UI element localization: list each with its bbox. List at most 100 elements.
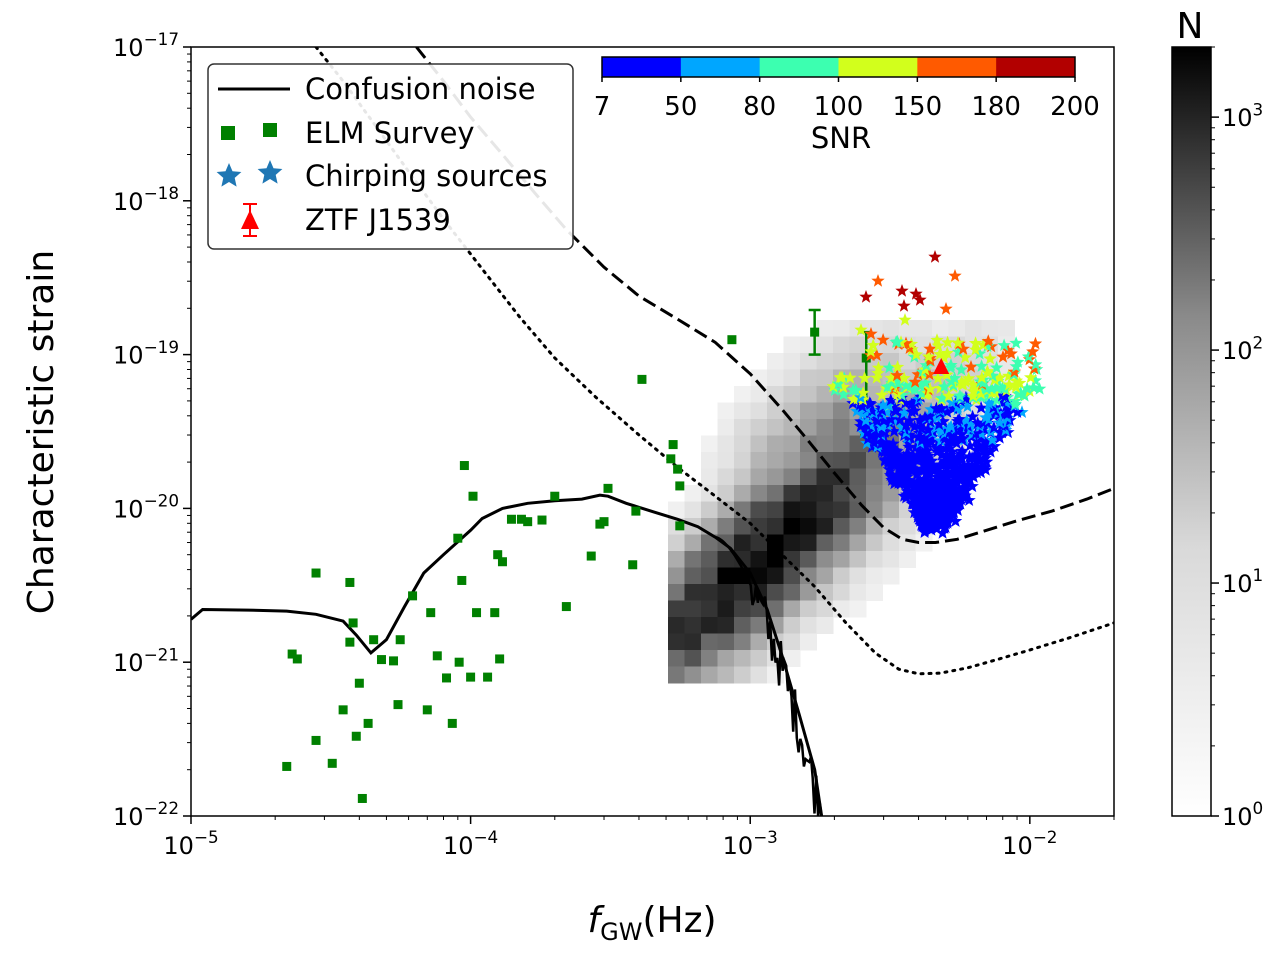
chirping-source-star	[968, 342, 983, 356]
y-tick-label-base: 10	[113, 188, 144, 216]
chirping-source-star	[980, 364, 994, 378]
chirping-source-star	[995, 381, 1009, 394]
density-cell	[800, 567, 817, 585]
chirping-source-star	[951, 345, 965, 358]
y-tick-label-base: 10	[113, 495, 144, 523]
chirping-source-star	[1021, 349, 1036, 363]
density-cell	[833, 435, 850, 453]
density-tick-label: 100	[1222, 798, 1263, 831]
density-cell	[734, 419, 751, 436]
chirping-source-star	[985, 369, 1000, 382]
y-axis-label: Characteristic strain	[21, 250, 62, 614]
chirping-source-star	[921, 423, 935, 436]
density-cell	[734, 501, 751, 519]
density-cell	[668, 551, 685, 568]
chirping-source-star	[915, 386, 929, 400]
density-cell	[767, 402, 784, 420]
density-cell	[800, 518, 817, 535]
chirping-source-star	[983, 444, 998, 458]
density-cell	[668, 584, 685, 601]
density-cell	[701, 435, 718, 453]
density-cell	[750, 666, 768, 684]
density-cell	[800, 633, 817, 651]
chirping-source-star	[971, 448, 985, 461]
density-cell	[767, 534, 784, 552]
density-cell	[849, 534, 867, 552]
chirping-source-star	[961, 458, 975, 471]
x-tick-label-exp: −3	[753, 827, 778, 847]
y-tick-label-exp: −19	[144, 337, 179, 357]
elm-point	[432, 651, 442, 661]
chirping-source-star	[899, 418, 913, 431]
density-cell	[800, 617, 817, 634]
density-cell	[783, 633, 801, 651]
density-cell	[833, 518, 850, 535]
density-cell	[734, 633, 751, 651]
chirping-source-star	[946, 401, 960, 415]
density-cell	[701, 650, 718, 667]
density-cell	[800, 534, 817, 552]
density-cell	[717, 501, 735, 519]
chirping-source-star	[960, 413, 974, 426]
chirping-source-star	[981, 406, 995, 419]
density-cell	[800, 369, 817, 387]
chirping-source-star	[890, 449, 904, 463]
elm-point	[537, 515, 547, 525]
density-cell	[717, 485, 735, 502]
chirping-source-star	[1028, 373, 1043, 387]
ztf-j1539-point	[933, 358, 950, 375]
chirping-source-star	[890, 334, 904, 348]
chirping-source-star	[880, 405, 894, 418]
density-cell	[750, 633, 768, 651]
density-cell	[800, 485, 817, 502]
chirping-source-star	[854, 323, 868, 336]
chirping-source-star	[978, 435, 992, 448]
density-cell	[783, 518, 801, 535]
density-cell	[750, 468, 768, 486]
chirping-source-star	[976, 338, 990, 351]
density-cell	[684, 617, 702, 634]
density-cell	[750, 501, 768, 519]
density-cell	[783, 468, 801, 486]
chirping-source-star	[995, 388, 1009, 402]
density-cell	[750, 435, 768, 453]
density-cell	[800, 386, 817, 403]
density-cell	[701, 534, 718, 552]
elm-point	[459, 461, 469, 471]
density-cell	[783, 435, 801, 453]
density-cell	[783, 501, 801, 519]
chirping-source-star	[914, 451, 929, 465]
y-tick-label-base: 10	[113, 342, 144, 370]
density-cell	[734, 452, 751, 469]
density-cell	[783, 617, 801, 634]
density-cell	[717, 518, 735, 535]
chirping-source-star	[924, 430, 939, 444]
density-cell	[783, 551, 801, 568]
density-cell	[833, 501, 850, 519]
chirping-source-star	[938, 441, 952, 455]
chirping-source-star	[901, 484, 915, 497]
density-cell	[833, 584, 850, 601]
chirping-source-star	[945, 395, 959, 409]
density-cell	[701, 501, 718, 519]
density-tick-label: 103	[1222, 99, 1263, 132]
density-cell	[734, 666, 751, 684]
density-cell	[816, 584, 834, 601]
chirping-source-star	[974, 359, 989, 372]
chirping-source-star	[986, 400, 1001, 414]
chirping-source-star	[933, 381, 947, 395]
snr-colorbar: 7 50 80 100 150 180 200	[594, 56, 1100, 122]
density-cell	[833, 419, 850, 436]
chirping-source-star	[963, 438, 977, 452]
density-cell	[816, 353, 834, 370]
chirping-source-star	[1028, 336, 1043, 350]
chirping-source-star	[961, 464, 975, 478]
elm-point	[457, 575, 467, 585]
x-tick-label-base: 10	[163, 832, 194, 860]
chirping-source-star	[948, 269, 962, 282]
elm-point	[631, 506, 641, 516]
snr-colorbar-tick-label: 50	[664, 92, 697, 122]
density-tick-label-base: 10	[1222, 104, 1253, 132]
elm-point	[497, 557, 507, 567]
